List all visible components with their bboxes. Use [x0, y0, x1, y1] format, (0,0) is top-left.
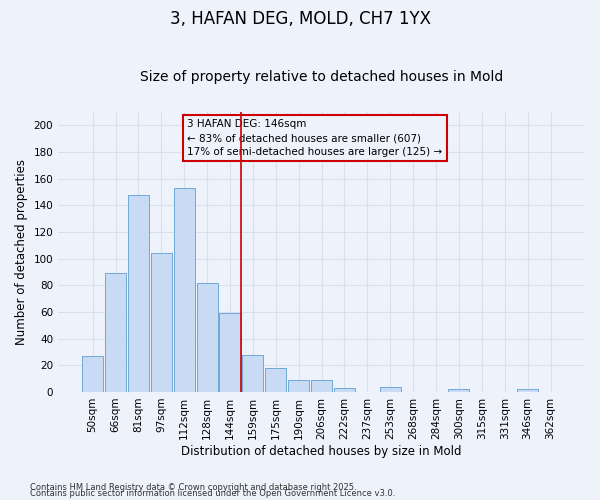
Bar — [448, 390, 469, 392]
Text: 3 HAFAN DEG: 146sqm
← 83% of detached houses are smaller (607)
17% of semi-detac: 3 HAFAN DEG: 146sqm ← 83% of detached ho… — [187, 119, 442, 157]
Bar — [265, 368, 286, 392]
Bar — [220, 314, 241, 392]
Y-axis label: Number of detached properties: Number of detached properties — [15, 159, 28, 345]
Bar — [242, 354, 263, 392]
X-axis label: Distribution of detached houses by size in Mold: Distribution of detached houses by size … — [181, 444, 462, 458]
Bar — [173, 188, 195, 392]
Bar — [288, 380, 309, 392]
Text: Contains public sector information licensed under the Open Government Licence v3: Contains public sector information licen… — [30, 490, 395, 498]
Bar — [380, 386, 401, 392]
Bar — [105, 274, 126, 392]
Bar — [334, 388, 355, 392]
Bar — [197, 282, 218, 392]
Bar — [151, 254, 172, 392]
Bar — [82, 356, 103, 392]
Bar — [517, 390, 538, 392]
Bar — [311, 380, 332, 392]
Bar — [128, 194, 149, 392]
Title: Size of property relative to detached houses in Mold: Size of property relative to detached ho… — [140, 70, 503, 85]
Text: Contains HM Land Registry data © Crown copyright and database right 2025.: Contains HM Land Registry data © Crown c… — [30, 484, 356, 492]
Text: 3, HAFAN DEG, MOLD, CH7 1YX: 3, HAFAN DEG, MOLD, CH7 1YX — [170, 10, 431, 28]
